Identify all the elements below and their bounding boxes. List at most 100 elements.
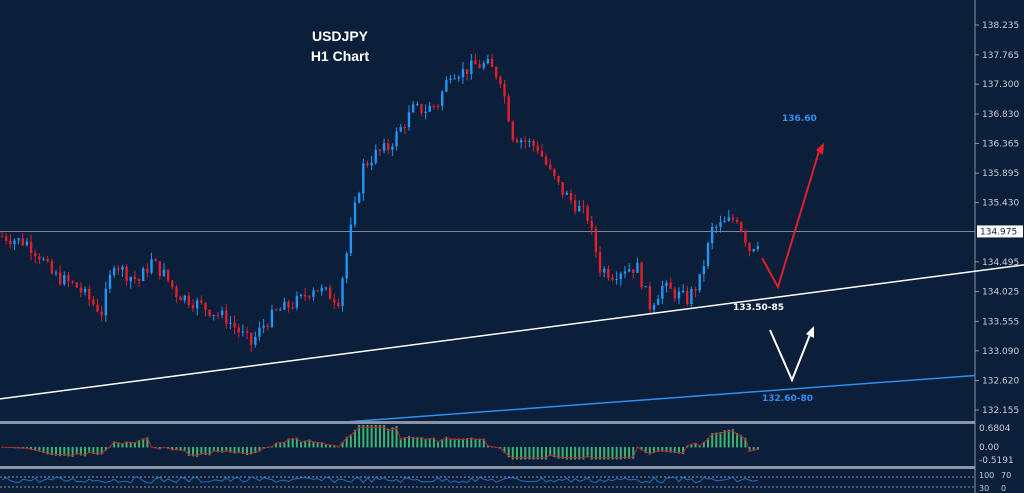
support-trendline	[0, 264, 1024, 400]
macd-bar	[391, 427, 394, 448]
macd-bar	[71, 447, 74, 457]
candle-body	[274, 309, 278, 311]
candle-body	[727, 217, 730, 221]
macd-bar	[407, 435, 410, 448]
macd-bar	[304, 440, 307, 448]
macd-bar	[557, 447, 560, 459]
candle-body	[112, 268, 116, 275]
candle-body	[96, 304, 99, 312]
macd-bar	[574, 447, 577, 460]
candle-body	[150, 259, 153, 273]
candle-body	[661, 285, 664, 299]
candle-body	[171, 280, 174, 288]
candle-body	[175, 287, 178, 297]
current-price-box	[977, 225, 1023, 238]
candle-body	[71, 281, 74, 283]
candle-body	[482, 63, 485, 68]
macd-bar	[354, 429, 357, 448]
candle-body	[299, 294, 303, 296]
candle-body	[594, 228, 598, 253]
candle-body	[9, 240, 12, 245]
macd-bar	[42, 447, 45, 454]
macd-bar	[125, 441, 128, 448]
macd-bar	[138, 440, 141, 448]
macd-bar	[250, 447, 253, 455]
macd-bar	[229, 447, 232, 453]
candle-body	[133, 277, 137, 280]
candle-body	[287, 301, 290, 308]
macd-bar	[740, 435, 743, 448]
macd-bar	[640, 447, 643, 451]
candle-body	[212, 314, 216, 316]
candle-body	[636, 262, 639, 273]
macd-bar	[316, 441, 319, 448]
candle-body	[519, 140, 523, 143]
macd-bar	[594, 447, 597, 460]
macd-bar	[50, 447, 53, 456]
candle-body	[532, 140, 535, 146]
candle-body	[50, 261, 54, 274]
candle-body	[17, 238, 20, 241]
candle-body	[399, 126, 402, 132]
candle-body	[602, 268, 606, 273]
candle-body	[187, 295, 191, 305]
macd-bar	[329, 444, 332, 448]
candle-body	[436, 105, 440, 107]
candle-body	[607, 268, 610, 278]
candle-body	[515, 139, 519, 143]
candle-body	[229, 322, 232, 324]
macd-bar	[441, 439, 444, 448]
macd-bar	[221, 447, 224, 453]
candle-body	[29, 241, 33, 254]
y-tick-label: 133.555	[982, 317, 1019, 327]
macd-bar	[370, 425, 373, 448]
macd-bar	[599, 447, 602, 460]
candle-body	[486, 58, 490, 64]
macd-bar	[291, 438, 294, 448]
y-tick-label: 135.430	[982, 199, 1019, 209]
macd-bar	[312, 441, 315, 448]
y-tick-label: 132.620	[982, 377, 1019, 387]
candle-body	[225, 310, 228, 324]
level-annotation: 136.60	[782, 114, 817, 124]
candle-body	[88, 288, 91, 300]
candle-body	[677, 291, 681, 299]
candle-body	[262, 325, 265, 328]
macd-bar	[549, 447, 552, 456]
candle-body	[337, 302, 340, 307]
candle-body	[428, 105, 431, 112]
candle-body	[158, 261, 162, 276]
macd-bar	[241, 447, 244, 455]
candle-body	[291, 307, 294, 309]
macd-bar	[723, 430, 726, 448]
candle-body	[374, 149, 377, 163]
macd-bar	[607, 447, 610, 460]
macd-bar	[682, 447, 685, 455]
bullish-arrow-head	[816, 143, 824, 155]
macd-tick-label: -0.5191	[979, 456, 1014, 466]
macd-bar	[752, 447, 755, 451]
candle-body	[121, 266, 124, 270]
macd-bar	[216, 447, 219, 453]
candle-body	[279, 309, 282, 311]
alternate-arrow	[769, 329, 812, 383]
macd-bar	[104, 447, 107, 451]
candle-body	[200, 300, 203, 303]
candle-body	[25, 241, 29, 246]
macd-bar	[515, 447, 518, 460]
candle-body	[652, 304, 656, 310]
candle-body	[465, 69, 469, 75]
candle-body	[569, 192, 573, 201]
macd-bar	[536, 447, 539, 460]
macd-bar	[702, 441, 705, 448]
candle-body	[220, 310, 224, 316]
candle-body	[382, 143, 386, 151]
macd-bar	[129, 441, 132, 448]
macd-bar	[524, 447, 527, 460]
macd-bar	[470, 437, 473, 448]
candle-body	[63, 275, 66, 285]
candle-body	[58, 272, 62, 285]
candle-body	[640, 262, 643, 288]
candle-body	[92, 299, 95, 305]
